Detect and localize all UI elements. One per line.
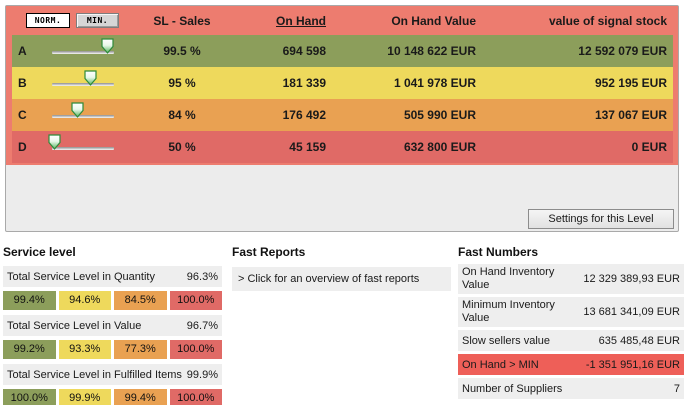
metric-row-fulfilled: Total Service Level in Fulfilled Items 9…: [3, 364, 222, 385]
metric-label: Total Service Level in Quantity: [7, 270, 155, 283]
level-label: B: [18, 76, 27, 90]
slider-track: [52, 115, 114, 118]
cell-d: 100.0%: [169, 389, 222, 405]
fn-value: 7: [673, 382, 680, 395]
fast-reports-title: Fast Reports: [232, 245, 306, 259]
slider-thumb-icon[interactable]: [48, 134, 62, 150]
signal-stock-value: 0 EUR: [631, 140, 667, 154]
abc-cells-quantity: 99.4% 94.6% 84.5% 100.0%: [3, 291, 222, 310]
abc-cells-fulfilled: 100.0% 99.9% 99.4% 100.0%: [3, 389, 222, 405]
fn-row-on-hand-vs-min: On Hand > MIN -1 351 951,16 EUR: [458, 354, 684, 375]
slider-track: [52, 51, 114, 54]
on-hand-value: 694 598: [282, 44, 326, 58]
fn-label: On Hand Inventory Value: [462, 266, 555, 291]
min-button[interactable]: MIN.: [76, 13, 119, 28]
sl-sales-value: 95 %: [168, 76, 196, 90]
on-hand-value-eur: 1 041 978 EUR: [393, 76, 476, 90]
service-level-slider[interactable]: [52, 67, 114, 99]
on-hand-value-eur: 632 800 EUR: [403, 140, 476, 154]
slider-thumb-icon[interactable]: [71, 102, 85, 118]
abc-levels-table: NORM. MIN. SL - Sales On Hand On Hand Va…: [6, 6, 678, 165]
metric-value: 96.3%: [186, 270, 218, 283]
col-header-on-hand-value: On Hand Value: [391, 13, 476, 28]
slider-thumb-icon[interactable]: [84, 70, 97, 86]
cell-c: 77.3%: [114, 340, 167, 359]
cell-d: 100.0%: [169, 291, 222, 310]
level-row-b[interactable]: B 95 % 181 339 1 041 978 EUR 952 195 EUR: [12, 67, 673, 99]
service-level-section: Service level Total Service Level in Qua…: [3, 245, 222, 405]
service-level-slider[interactable]: [52, 99, 114, 131]
cell-d: 100.0%: [169, 340, 222, 359]
on-hand-value-eur: 505 990 EUR: [403, 108, 476, 122]
table-header-row: NORM. MIN. SL - Sales On Hand On Hand Va…: [12, 6, 673, 35]
cell-c: 99.4%: [114, 389, 167, 405]
metric-label: Total Service Level in Value: [7, 319, 142, 332]
on-hand-value: 176 492: [282, 108, 326, 122]
cell-b: 93.3%: [58, 340, 111, 359]
slider-thumb-icon[interactable]: [100, 38, 114, 54]
fn-value: 12 329 389,93 EUR: [583, 273, 680, 285]
metric-value: 96.7%: [186, 319, 218, 332]
fn-value: -1 351 951,16 EUR: [585, 358, 680, 371]
col-header-signal-stock: value of signal stock: [548, 13, 667, 28]
on-hand-value: 45 159: [289, 140, 326, 154]
cell-b: 99.9%: [58, 389, 111, 405]
metric-row-value: Total Service Level in Value 96.7%: [3, 315, 222, 336]
settings-for-level-button[interactable]: Settings for this Level: [528, 209, 674, 229]
service-level-slider[interactable]: [48, 131, 114, 163]
signal-stock-value: 137 067 EUR: [594, 108, 667, 122]
service-level-slider[interactable]: [52, 35, 114, 67]
level-label: A: [18, 44, 27, 58]
slider-track: [52, 147, 114, 150]
fn-label: Slow sellers value: [462, 334, 551, 347]
cell-b: 94.6%: [58, 291, 111, 310]
level-label: D: [18, 140, 27, 154]
level-row-c[interactable]: C 84 % 176 492 505 990 EUR 137 067 EUR: [12, 99, 673, 131]
on-hand-value-eur: 10 148 622 EUR: [387, 44, 476, 58]
metric-label: Total Service Level in Fulfilled Items: [7, 368, 182, 381]
sl-sales-value: 99.5 %: [163, 44, 201, 58]
level-label: C: [18, 108, 27, 122]
fast-reports-section: Fast Reports > Click for an overview of …: [232, 245, 451, 291]
fn-label: Number of Suppliers: [462, 382, 563, 395]
fast-numbers-section: Fast Numbers On Hand Inventory Value 12 …: [458, 245, 684, 399]
cell-a: 99.2%: [3, 340, 56, 359]
level-row-d[interactable]: D 50 % 45 159 632 800 EUR 0 EUR: [12, 131, 673, 163]
fn-row-slow-sellers: Slow sellers value 635 485,48 EUR: [458, 330, 684, 351]
sl-sales-value: 50 %: [168, 140, 196, 154]
fn-label: Minimum Inventory Value: [462, 299, 555, 324]
metric-value: 99.9%: [186, 368, 218, 381]
slider-track: [52, 83, 114, 86]
sl-sales-value: 84 %: [168, 108, 196, 122]
fn-value: 635 485,48 EUR: [598, 334, 680, 347]
fn-label: On Hand > MIN: [462, 358, 539, 371]
col-header-on-hand[interactable]: On Hand: [276, 13, 326, 28]
level-row-a[interactable]: A 99.5 % 694 598 10 148 622 EUR 12 592 0…: [12, 35, 673, 67]
signal-stock-value: 12 592 079 EUR: [578, 44, 667, 58]
fn-row-number-of-suppliers: Number of Suppliers 7: [458, 378, 684, 399]
cell-a: 100.0%: [3, 389, 56, 405]
fn-row-on-hand-inventory: On Hand Inventory Value 12 329 389,93 EU…: [458, 264, 684, 294]
fast-reports-link[interactable]: > Click for an overview of fast reports: [232, 267, 451, 291]
signal-stock-value: 952 195 EUR: [594, 76, 667, 90]
service-level-title: Service level: [3, 245, 76, 259]
col-header-sl-sales: SL - Sales: [153, 13, 211, 28]
norm-button[interactable]: NORM.: [26, 13, 70, 28]
metric-row-quantity: Total Service Level in Quantity 96.3%: [3, 266, 222, 287]
cell-c: 84.5%: [114, 291, 167, 310]
cell-a: 99.4%: [3, 291, 56, 310]
abc-cells-value: 99.2% 93.3% 77.3% 100.0%: [3, 340, 222, 359]
fn-row-minimum-inventory: Minimum Inventory Value 13 681 341,09 EU…: [458, 297, 684, 327]
fn-value: 13 681 341,09 EUR: [583, 306, 680, 318]
fast-numbers-title: Fast Numbers: [458, 245, 539, 259]
abc-levels-panel: NORM. MIN. SL - Sales On Hand On Hand Va…: [5, 5, 679, 232]
on-hand-value: 181 339: [282, 76, 326, 90]
